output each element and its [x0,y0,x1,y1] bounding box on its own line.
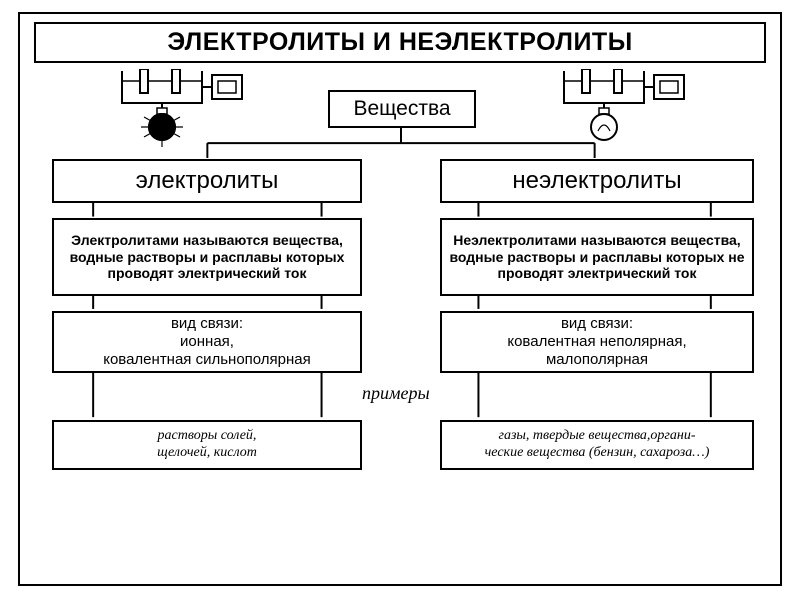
examples-label: примеры [362,383,430,404]
right-examples-line2: ческие вещества (бензин, сахароза…) [485,445,710,462]
right-examples-line1: газы, твердые вещества,органи- [485,428,710,445]
left-definition-box: Электролитами называются вещества, водны… [52,218,362,296]
left-bond-line2: ионная, [180,333,234,351]
main-title: ЭЛЕКТРОЛИТЫ И НЕЭЛЕКТРОЛИТЫ [34,22,766,63]
right-bond-line1: вид связи: [561,315,633,333]
right-examples-box: газы, твердые вещества,органи- ческие ве… [440,420,754,470]
left-bond-line1: вид связи: [171,315,243,333]
left-bond-box: вид связи: ионная, ковалентная сильнопол… [52,311,362,373]
left-examples-line1: растворы солей, [157,428,257,445]
right-bond-line3: малополярная [546,351,648,369]
left-category-box: электролиты [52,159,362,203]
nonelectrolyte-apparatus-icon [560,69,690,147]
right-definition-box: Неэлектролитами называются вещества, вод… [440,218,754,296]
diagram-frame: ЭЛЕКТРОЛИТЫ И НЕЭЛЕКТРОЛИТЫ Вещества эле… [18,12,782,586]
left-bond-line3: ковалентная сильнополярная [103,351,311,369]
left-examples-box: растворы солей, щелочей, кислот [52,420,362,470]
right-bond-line2: ковалентная неполярная, [507,333,686,351]
left-examples-line2: щелочей, кислот [157,445,257,462]
root-node: Вещества [328,90,476,128]
electrolyte-apparatus-icon [118,69,248,147]
right-category-box: неэлектролиты [440,159,754,203]
right-bond-box: вид связи: ковалентная неполярная, малоп… [440,311,754,373]
